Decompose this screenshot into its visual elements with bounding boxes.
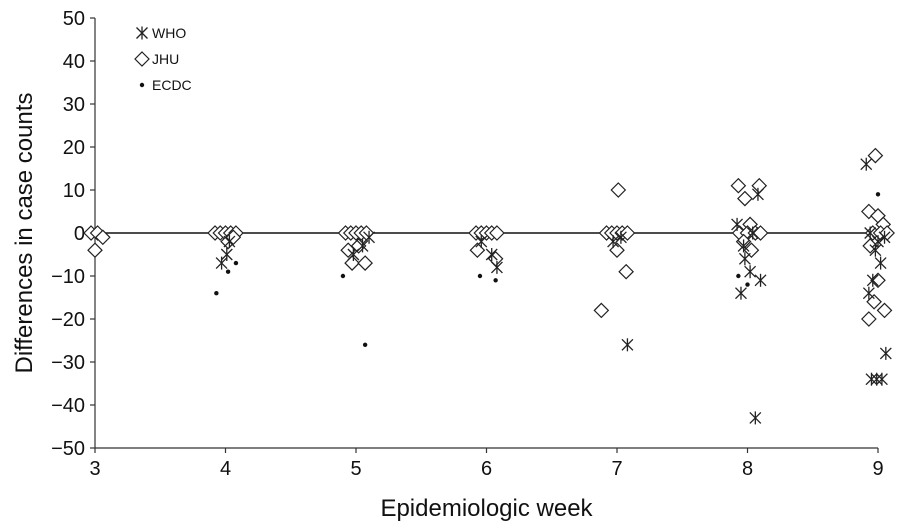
data-point-ecdc xyxy=(362,342,368,347)
x-tick-label: 6 xyxy=(481,458,492,480)
data-point-ecdc xyxy=(477,273,483,279)
data-point-who xyxy=(485,248,498,261)
data-point-who xyxy=(878,230,891,244)
data-point-jhu xyxy=(861,311,877,327)
series-who xyxy=(215,157,892,425)
y-tick-label: −50 xyxy=(51,438,85,460)
data-point-jhu xyxy=(357,255,373,271)
data-point-who xyxy=(621,338,634,352)
data-point-who xyxy=(860,157,873,171)
data-point-who xyxy=(744,265,757,279)
legend-marker-ecdc xyxy=(139,82,145,88)
data-point-who xyxy=(735,286,747,300)
data-point-jhu xyxy=(87,242,103,259)
data-point-who xyxy=(870,372,883,386)
data-point-who xyxy=(737,239,750,253)
data-point-who xyxy=(607,235,620,249)
y-tick-label: −40 xyxy=(51,395,85,417)
data-point-jhu xyxy=(730,177,747,194)
data-point-who xyxy=(490,260,503,274)
data-point-who xyxy=(754,273,767,287)
data-point-jhu xyxy=(737,190,753,207)
data-point-jhu xyxy=(743,242,760,259)
data-point-who xyxy=(220,248,233,261)
data-point-who xyxy=(731,217,744,231)
data-point-who xyxy=(862,286,875,300)
y-tick-label: 50 xyxy=(63,8,85,30)
series-ecdc xyxy=(214,192,881,347)
y-tick-label: 20 xyxy=(63,137,85,159)
legend: WHO JHU ECDC xyxy=(134,25,192,93)
x-tick-label: 3 xyxy=(89,458,100,480)
data-point-ecdc xyxy=(875,192,881,197)
legend-label-ecdc: ECDC xyxy=(152,77,192,93)
data-point-who xyxy=(746,226,759,240)
data-point-who xyxy=(751,187,764,201)
data-point-jhu xyxy=(489,225,505,241)
data-point-jhu xyxy=(94,229,111,246)
y-tick-label: 40 xyxy=(63,51,85,73)
data-point-ecdc xyxy=(745,282,750,287)
data-point-jhu xyxy=(593,302,610,319)
legend-label-jhu: JHU xyxy=(152,51,179,67)
x-axis-title: Epidemiologic week xyxy=(380,495,593,522)
data-point-jhu xyxy=(876,302,893,319)
y-tick-label: 10 xyxy=(63,180,85,202)
y-tick-label: 0 xyxy=(74,223,85,245)
x-tick-label: 5 xyxy=(350,458,361,480)
data-point-who xyxy=(866,273,879,287)
data-point-who xyxy=(874,256,887,270)
data-point-who xyxy=(475,235,488,249)
x-tick-label: 9 xyxy=(872,458,883,480)
chart-marks xyxy=(83,147,895,425)
data-point-who xyxy=(749,411,762,425)
data-point-jhu xyxy=(862,238,879,254)
data-point-who xyxy=(363,230,376,244)
data-point-ecdc xyxy=(214,291,219,296)
legend-label-who: WHO xyxy=(152,25,186,41)
data-point-ecdc xyxy=(736,273,741,279)
data-point-who xyxy=(223,235,236,249)
data-point-who xyxy=(738,252,751,266)
data-point-who xyxy=(614,230,627,244)
y-axis-title: Differences in case counts xyxy=(11,92,38,373)
data-point-ecdc xyxy=(233,260,239,266)
data-point-who xyxy=(869,243,882,257)
legend-marker-jhu xyxy=(134,51,150,67)
data-point-ecdc xyxy=(340,273,346,279)
y-tick-label: −10 xyxy=(51,266,85,288)
axes: 50 40 30 20 10 0 −10 −20 −30 −40 −503 4 5 6 7 8 9 xyxy=(51,8,884,480)
data-point-ecdc xyxy=(225,269,231,274)
data-point-jhu xyxy=(619,225,636,241)
x-tick-label: 7 xyxy=(611,458,622,480)
x-tick-label: 8 xyxy=(742,458,753,480)
x-tick-label: 4 xyxy=(220,458,231,480)
data-point-who xyxy=(872,235,884,249)
data-point-jhu xyxy=(618,263,634,280)
data-point-ecdc xyxy=(493,278,498,283)
data-point-jhu xyxy=(610,182,627,198)
data-point-who xyxy=(879,346,892,360)
data-point-who xyxy=(215,256,228,270)
series-jhu xyxy=(83,147,895,327)
y-tick-label: −30 xyxy=(51,352,85,374)
legend-marker-who xyxy=(136,26,148,40)
y-tick-label: −20 xyxy=(51,309,85,331)
y-tick-label: 30 xyxy=(63,94,85,116)
data-point-who xyxy=(347,248,360,261)
